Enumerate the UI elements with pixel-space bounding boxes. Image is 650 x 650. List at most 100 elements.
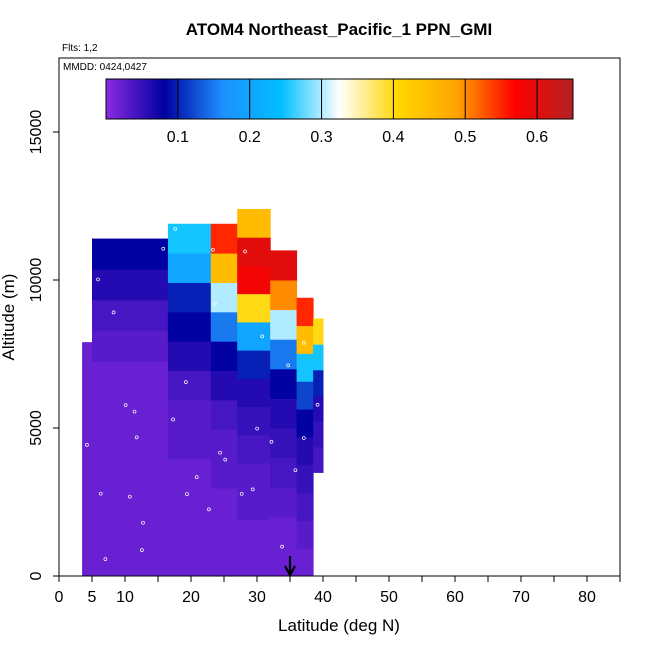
heatmap-cell-1-4 [92,422,169,454]
heatmap-cell-7-3 [313,369,324,396]
sample-marker-25 [260,334,265,339]
heatmap-cell-4-5 [237,406,271,436]
sample-marker-5 [111,310,116,315]
heatmap-cell-2-7 [167,341,212,372]
heatmap-cell-4-7 [237,350,271,379]
heatmap-cell-6-4 [296,436,314,466]
heatmap-cell-4-8 [237,321,271,351]
sample-marker-23 [250,487,255,492]
heatmap-cell-4-9 [237,293,271,323]
sample-marker-21 [211,247,215,252]
sample-marker-1 [98,491,103,496]
heatmap-cell-6-2 [296,492,314,521]
sample-marker-4 [134,435,139,440]
heatmap-cell-3-8 [210,311,238,342]
sample-marker-14 [184,380,188,385]
sample-marker-19 [213,301,217,306]
heatmap-cell-7-2 [313,395,324,422]
heatmap-cell-2-11 [167,223,212,254]
colorbar-tick-label-2: 0.3 [310,129,332,146]
colorbar-tick-label-4: 0.5 [454,129,476,146]
heatmap-cell-1-5 [92,391,169,424]
heatmap-cell-1-0 [92,545,169,577]
sample-marker-16 [173,226,178,231]
heatmap-cell-3-11 [210,223,238,254]
heatmap-cell-2-1 [167,517,212,548]
sample-marker-26 [239,491,244,496]
y-tick-label-3: 15000 [28,110,45,155]
heatmap-cell-6-8 [296,325,314,354]
sample-marker-7 [127,494,132,499]
heatmap-cell-3-7 [210,341,238,372]
plot-frame [58,57,621,577]
sample-marker-17 [185,492,189,496]
heatmap-cell-5-4 [270,428,298,459]
heatmap-cell-5-5 [270,398,298,429]
heatmap-cell-3-9 [210,282,238,313]
heatmap-cell-1-9 [92,269,169,301]
x-tick-label-6: 50 [380,589,398,606]
sample-marker-29 [286,363,291,368]
heatmap-cell-4-12 [237,208,271,238]
heatmap-cell-3-2 [210,487,238,518]
sample-marker-9 [132,409,137,414]
x-tick-label-9: 80 [578,589,596,606]
sample-marker-18 [223,457,228,462]
heatmap-cell-5-6 [270,368,298,399]
dates-annotation: MMDD: 0424,0427 [63,62,147,73]
sample-marker-13 [207,507,211,512]
latitude-arrow-marker [284,556,296,578]
colorbar-tick-label-1: 0.2 [239,129,261,146]
sample-marker-11 [161,246,166,251]
heatmap-cell-4-3 [237,463,271,492]
heatmap-cell-5-10 [270,250,298,281]
heatmap-cell-1-6 [92,361,169,393]
heatmap-cell-6-1 [296,520,314,549]
heatmap-cell-3-10 [210,253,238,283]
arrow-head [284,565,296,578]
x-tick-label-4: 30 [248,589,266,606]
sample-marker-31 [301,436,306,440]
sample-marker-32 [301,340,306,345]
heatmap-cell-4-11 [237,237,271,266]
heatmap-cell-5-8 [270,309,298,340]
sample-marker-20 [218,450,222,455]
heatmap-cell-6-5 [296,409,314,438]
heatmap-cell-2-5 [167,399,212,430]
flights-annotation: Flts: 1,2 [62,43,98,54]
x-axis-label: Latitude (deg N) [278,616,400,635]
colorbar-tick-label-0: 0.1 [167,129,189,146]
heatmap-cell-1-8 [92,299,169,332]
heatmap-cell-5-9 [270,280,298,311]
heatmap-cell-2-2 [167,487,212,518]
heatmap-cell-2-9 [167,282,212,313]
sample-marker-22 [243,249,247,254]
sample-marker-8 [141,520,145,525]
heatmap-cell-7-1 [313,421,324,448]
heatmap-cell-1-10 [92,238,169,270]
colorbar-gradient [105,78,574,120]
heatmap-cell-1-7 [92,330,169,362]
y-axis: 0 5000 10000 15000 [28,110,59,580]
sample-marker-30 [293,468,298,473]
heatmap-cell-6-7 [296,353,314,382]
heatmap-cell-5-3 [270,457,298,488]
sample-marker-0 [85,443,89,447]
sample-marker-layer [85,226,320,561]
heatmap-cell-4-4 [237,434,271,464]
heatmap-cell-4-1 [237,519,271,549]
sample-marker-24 [255,426,259,431]
heatmap-cell-2-6 [167,370,212,401]
x-tick-label-0: 0 [55,589,64,606]
heatmap-cell-2-10 [167,253,212,283]
heatmap-cell-4-6 [237,378,271,408]
heatmap-cell-5-0 [270,546,298,577]
sample-marker-6 [140,548,144,553]
heatmap-cell-3-3 [210,458,238,489]
y-tick-label-2: 10000 [28,258,45,303]
x-tick-label-3: 20 [182,589,200,606]
heatmap-cell-6-3 [296,464,314,494]
x-tick-label-1: 5 [88,589,97,606]
x-tick-label-2: 10 [116,589,134,606]
